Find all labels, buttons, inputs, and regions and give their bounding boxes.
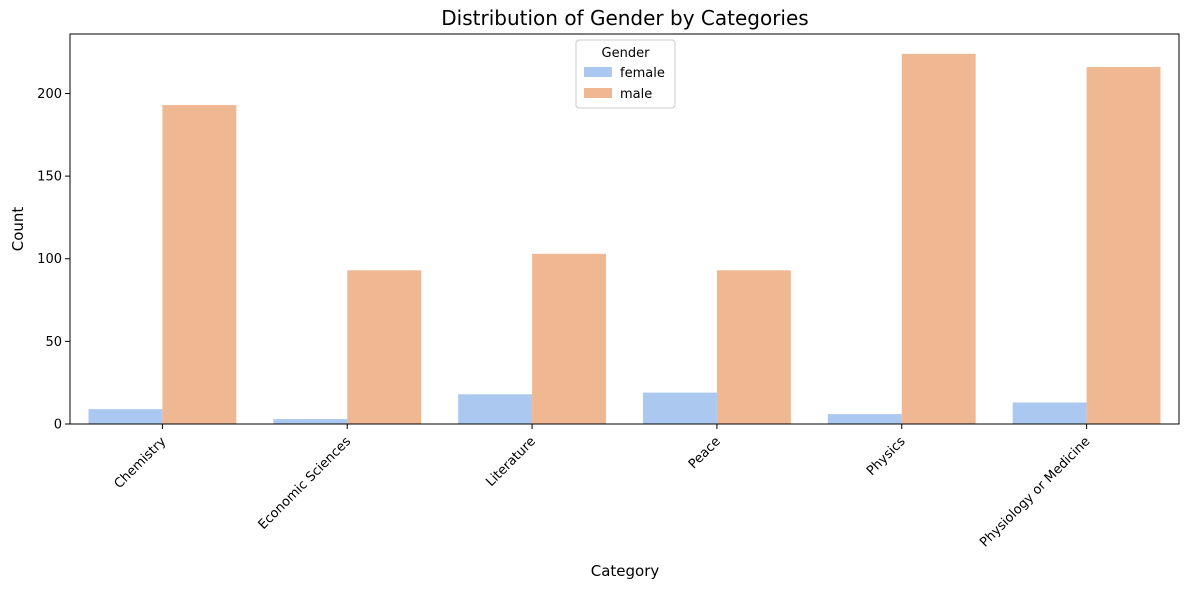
- y-tick-label: 100: [37, 252, 62, 267]
- legend-label-male: male: [620, 87, 652, 102]
- y-tick-label: 150: [37, 170, 62, 185]
- legend-label-female: female: [620, 66, 665, 81]
- bar-male-2: [532, 253, 607, 424]
- x-tick-label: Economic Sciences: [256, 434, 355, 533]
- y-tick-label: 50: [45, 335, 62, 350]
- legend: Gender female male: [575, 39, 676, 109]
- x-tick-label: Chemistry: [112, 434, 170, 492]
- y-tick-label: 200: [37, 87, 62, 102]
- x-tick-label: Peace: [686, 434, 724, 472]
- bar-female-5: [1012, 402, 1087, 424]
- plot-area: 0 50 100 150 200 Chemistry Economic Sciences Li…: [37, 33, 1180, 550]
- bar-male-4: [901, 53, 976, 424]
- bar-male-0: [162, 105, 237, 424]
- bar-female-0: [88, 409, 163, 424]
- x-axis-label: Category: [591, 562, 660, 580]
- x-tick-label: Physiology or Medicine: [977, 434, 1093, 550]
- bar-female-3: [642, 392, 717, 424]
- bar-male-1: [347, 270, 422, 424]
- bar-male-3: [716, 270, 791, 424]
- legend-swatch-male: [584, 88, 612, 98]
- y-tick-label: 0: [54, 418, 62, 433]
- chart-title: Distribution of Gender by Categories: [441, 6, 808, 30]
- bar-female-4: [827, 414, 902, 424]
- x-tick-label: Physics: [864, 434, 909, 479]
- plot-frame: [69, 33, 1180, 425]
- bar-female-1: [273, 419, 348, 424]
- legend-swatch-female: [584, 67, 612, 77]
- legend-title: Gender: [602, 46, 651, 61]
- x-tick-label: Literature: [483, 434, 539, 490]
- y-axis-label: Count: [9, 207, 27, 252]
- bar-male-5: [1086, 67, 1161, 425]
- bar-female-2: [458, 394, 533, 424]
